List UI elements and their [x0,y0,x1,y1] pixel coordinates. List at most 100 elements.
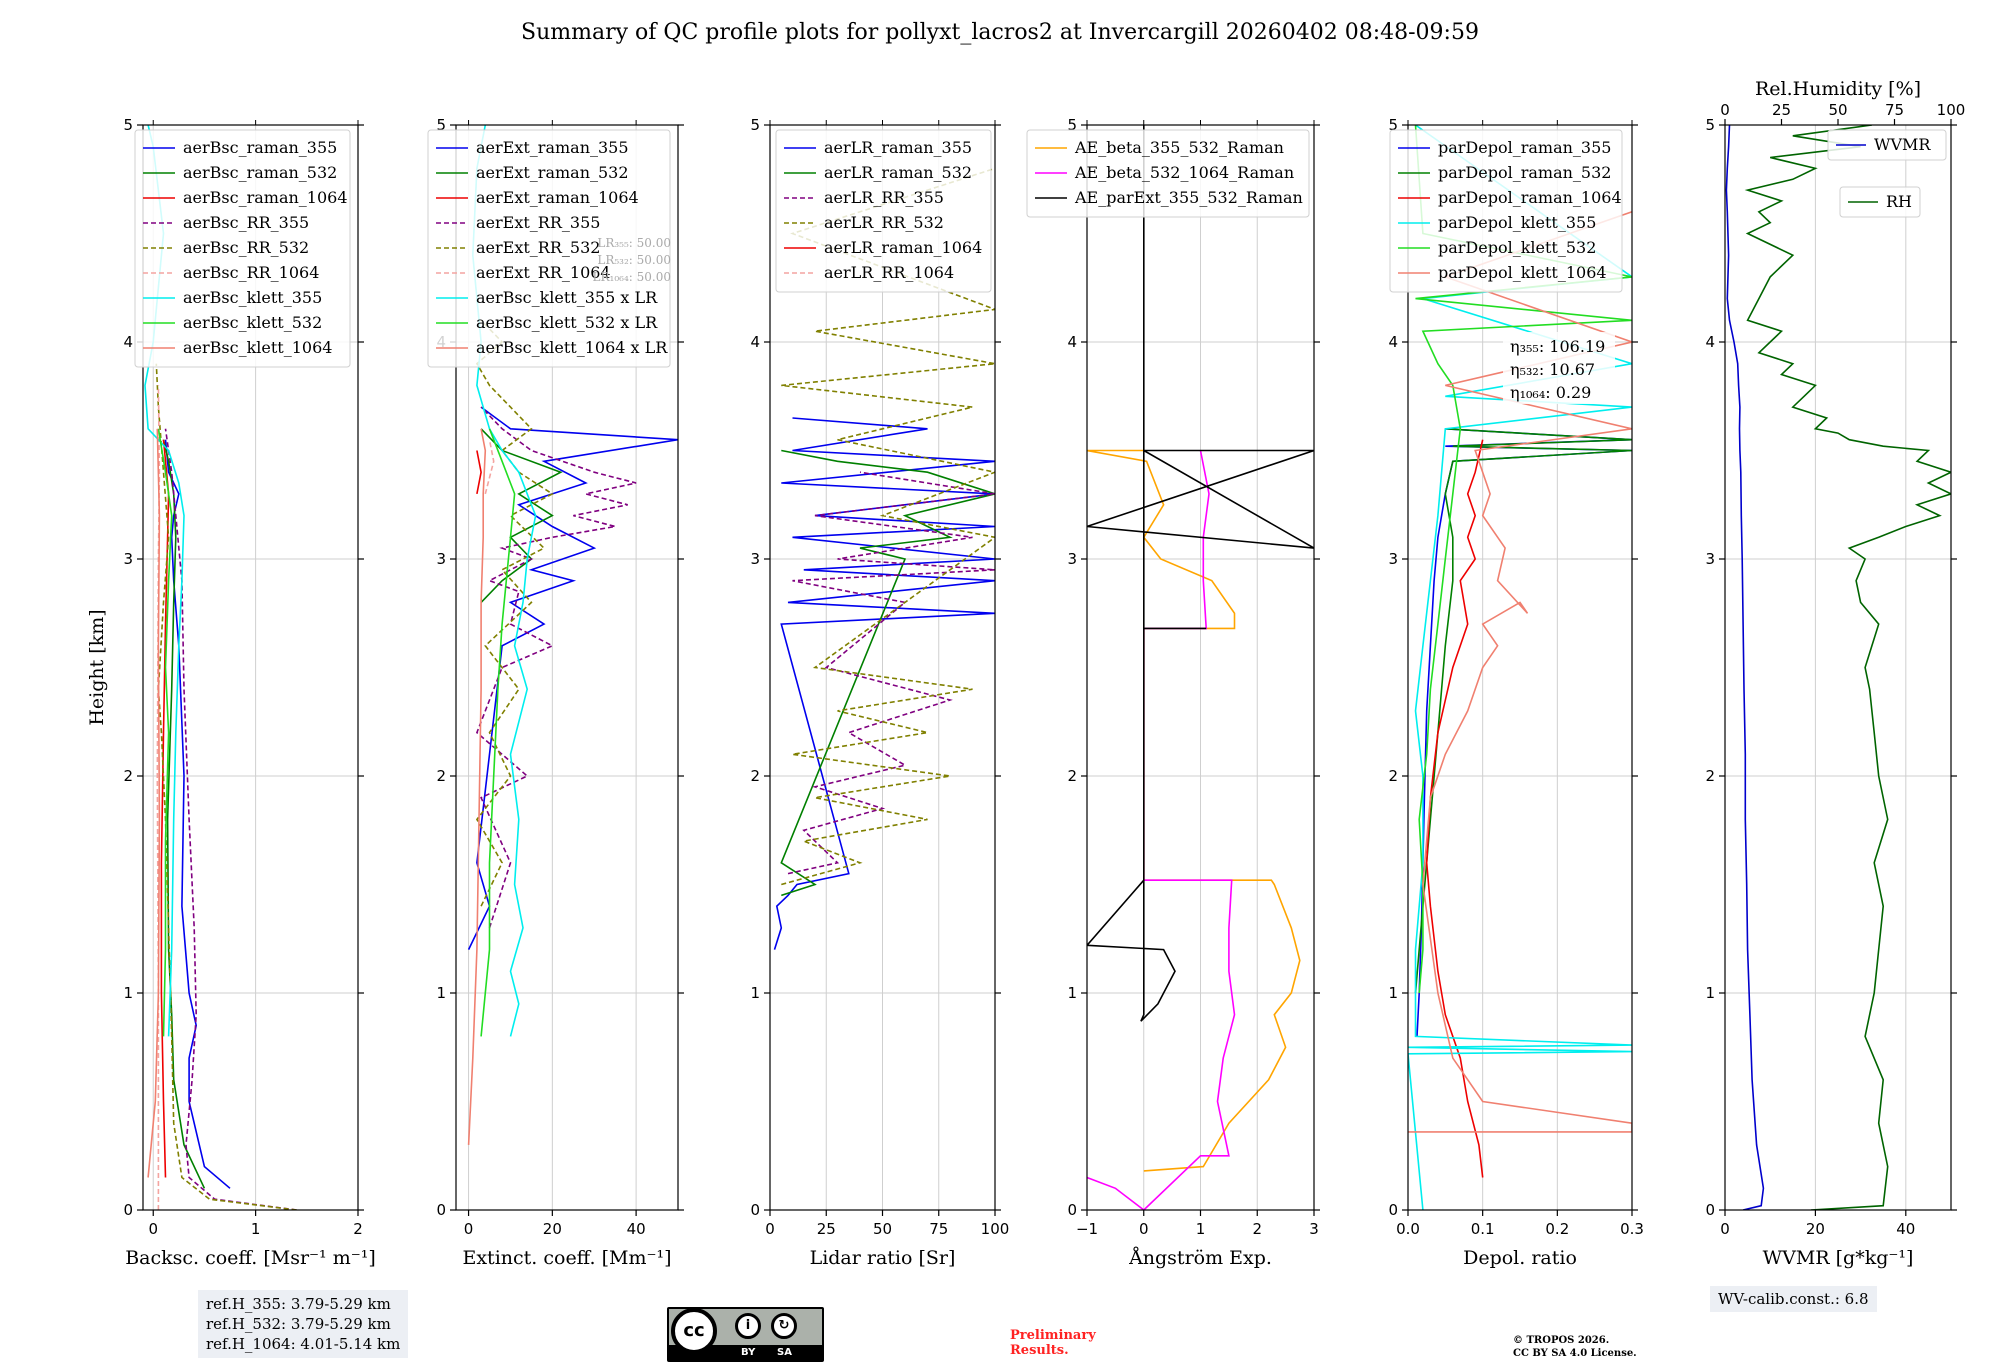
y-tick-label: 3 [1388,550,1398,568]
x-tick-label: 0 [464,1220,474,1238]
legend-label: aerBsc_klett_532 [183,313,322,332]
legend-label: aerExt_RR_1064 [476,263,611,282]
legend-label: parDepol_raman_1064 [1438,188,1622,207]
series-line-parDepol_klett_532 [1414,125,1632,994]
series-line-aerLR_RR_355 [787,471,995,875]
legend-frame [775,129,992,293]
legend-box: AE_beta_355_532_Raman AE_beta_532_1064_Ra… [1026,129,1310,218]
x-tick-label: 20 [543,1220,562,1238]
copyright-note: © TROPOS 2026. CC BY SA 4.0 License. [1513,1335,1637,1359]
legend-frame [1389,129,1623,293]
y-tick-label: 1 [436,984,446,1002]
top-x-tick-label: 50 [1828,101,1847,119]
series-line-aerBsc_klett_1064 x LR [467,428,487,1145]
legend-label: aerBsc_klett_1064 x LR [476,338,668,357]
y-tick-label: 3 [1705,550,1715,568]
cc-logo-icon: cc [671,1308,717,1354]
legend-frame [427,129,671,368]
y-tick-label: 1 [123,984,133,1002]
annotation-lr: LR₅₃₂: 50.00 [597,253,671,267]
series-line-aerBsc_RR_355 [164,428,297,1210]
series-line-aerBsc_raman_355 [164,439,231,1189]
x-tick-label: 100 [981,1220,1010,1238]
series-group [773,167,995,950]
y-tick-label: 0 [1705,1201,1715,1219]
y-tick-label: 4 [1067,333,1077,351]
series-line-aerExt_RR_1064 [484,439,495,495]
x-axis-label: Backsc. coeff. [Msr⁻¹ m⁻¹] [125,1247,376,1269]
y-tick-label: 4 [1388,333,1398,351]
y-tick-label: 3 [750,550,760,568]
series-line-parDepol_raman_532 [1414,428,1632,994]
series-group [1408,125,1632,1210]
legend-frame [134,129,351,368]
legend-label: RH [1886,192,1912,211]
series-line-aerLR_RR_532 [781,167,995,886]
legend-label: aerBsc_RR_532 [183,238,309,257]
x-axis-label: Extinct. coeff. [Mm⁻¹] [462,1247,671,1269]
y-tick-label: 5 [1067,116,1077,134]
series-line-AE_parExt_355_532_Raman [1087,125,1314,1022]
by-person-icon: i [735,1313,761,1339]
axes-frame [455,124,679,1211]
panel-depol: 0.0 0.1 0.2 0.3 0 1 2 3 4 5 Depol. ratio parDepol_r… [1388,116,1643,1269]
series-line-aerExt_RR_532 [475,319,554,907]
x-tick-label: 20 [1806,1220,1825,1238]
y-tick-label: 2 [1388,767,1398,785]
panel-lr: 0 25 50 75 100 0 1 2 3 4 5 Lidar ratio [Sr] aerLR_ra… [750,116,1009,1269]
x-tick-label: 0 [765,1220,775,1238]
series-line-aerBsc_raman_1064 [160,439,170,1178]
x-axis-label: Lidar ratio [Sr] [810,1247,956,1269]
cc-sa-label: SA [777,1347,792,1358]
top-axis-label: Rel.Humidity [%] [1755,78,1921,100]
y-tick-label: 2 [1705,767,1715,785]
legend-box: aerBsc_raman_355 aerBsc_raman_532 aerBsc_r… [134,129,351,368]
y-tick-label: 0 [1067,1201,1077,1219]
legend-frame [1839,186,1921,218]
x-tick-label: 0 [148,1220,158,1238]
y-axis-label: Height [km] [86,609,108,725]
legend-box: aerLR_raman_355 aerLR_raman_532 aerLR_RR_3… [775,129,992,293]
x-tick-label: 40 [627,1220,646,1238]
series-line-aerBsc_RR_532 [155,363,297,1210]
panel-ext: 02040012345Extinct. coeff. [Mm⁻¹]aerExt_… [427,116,684,1269]
top-x-tick-label: 75 [1885,101,1904,119]
panel-wv: 0 20 40 0 1 2 3 4 5 WVMR [g*kg⁻¹] 0 25 50 75 100 Rel.Hu… [1705,78,1965,1269]
eta-box-frame [1503,332,1615,404]
y-tick-label: 4 [750,333,760,351]
x-tick-label: 0 [1139,1220,1149,1238]
y-tick-label: 1 [1705,984,1715,1002]
legend-label: aerBsc_klett_355 x LR [476,288,658,307]
series-line-aerBsc_RR_1064 [156,385,161,1210]
x-tick-label: 3 [1309,1220,1319,1238]
series-line-aerBsc_klett_532 x LR [480,428,516,1037]
legend-label: aerBsc_raman_355 [183,138,337,157]
legend-label: aerBsc_klett_355 [183,288,322,307]
legend-label: aerLR_raman_532 [824,163,972,182]
top-x-tick-label: 0 [1720,101,1730,119]
figure-title: Summary of QC profile plots for pollyxt_… [521,20,1479,45]
y-tick-label: 2 [436,767,446,785]
y-tick-label: 0 [1388,1201,1398,1219]
y-tick-label: 3 [1067,550,1077,568]
annotation-lr: LR₁₀₆₄: 50.00 [593,270,671,284]
y-tick-label: 5 [1388,116,1398,134]
y-tick-label: 5 [436,116,446,134]
y-tick-label: 3 [436,550,446,568]
series-line-WVMR [1725,125,1765,1210]
legend-box: WVMR [1827,129,1947,161]
ref-height-355: ref.H_355: 3.79-5.29 km [206,1295,391,1313]
series-line-parDepol_raman_1064 [1425,439,1484,1178]
cc-by-label: BY [741,1347,756,1358]
y-tick-label: 4 [1705,333,1715,351]
series-line-aerBsc_klett_1064 [147,428,161,1178]
y-tick-label: 5 [1705,116,1715,134]
series-line-parDepol_klett_1064 [1408,211,1632,1133]
x-tick-label: 2 [353,1220,363,1238]
series-line-aerExt_raman_532 [480,428,563,603]
legend-label: aerLR_RR_532 [824,213,944,232]
legend-label: aerBsc_klett_532 x LR [476,313,658,332]
x-tick-label: 2 [1252,1220,1262,1238]
legend-label: aerLR_raman_355 [824,138,972,157]
